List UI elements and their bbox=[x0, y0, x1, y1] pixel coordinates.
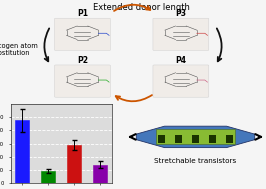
FancyBboxPatch shape bbox=[55, 18, 110, 50]
FancyBboxPatch shape bbox=[55, 65, 110, 97]
FancyArrowPatch shape bbox=[217, 28, 222, 61]
FancyBboxPatch shape bbox=[153, 18, 209, 50]
FancyBboxPatch shape bbox=[192, 141, 199, 143]
FancyBboxPatch shape bbox=[158, 138, 165, 141]
FancyBboxPatch shape bbox=[158, 141, 165, 143]
Text: P2: P2 bbox=[77, 56, 88, 65]
Text: P4: P4 bbox=[175, 56, 186, 65]
Text: P1: P1 bbox=[77, 9, 88, 18]
FancyArrowPatch shape bbox=[114, 5, 150, 11]
FancyBboxPatch shape bbox=[156, 129, 235, 144]
FancyBboxPatch shape bbox=[192, 138, 199, 141]
FancyBboxPatch shape bbox=[209, 135, 216, 138]
Text: Extended donor length: Extended donor length bbox=[93, 3, 189, 12]
FancyArrowPatch shape bbox=[116, 95, 152, 101]
Bar bbox=[41, 171, 55, 183]
FancyBboxPatch shape bbox=[175, 135, 182, 138]
FancyBboxPatch shape bbox=[226, 138, 233, 141]
Text: Chalcogen atom
substitution: Chalcogen atom substitution bbox=[0, 43, 38, 56]
FancyBboxPatch shape bbox=[158, 135, 165, 138]
Bar bbox=[67, 145, 81, 183]
Polygon shape bbox=[136, 126, 255, 148]
FancyBboxPatch shape bbox=[209, 138, 216, 141]
FancyArrowPatch shape bbox=[44, 28, 49, 61]
FancyBboxPatch shape bbox=[226, 141, 233, 143]
FancyBboxPatch shape bbox=[175, 141, 182, 143]
FancyBboxPatch shape bbox=[209, 141, 216, 143]
Text: P3: P3 bbox=[175, 9, 186, 18]
Bar bbox=[93, 165, 107, 183]
FancyBboxPatch shape bbox=[226, 135, 233, 138]
FancyBboxPatch shape bbox=[175, 138, 182, 141]
FancyBboxPatch shape bbox=[153, 65, 209, 97]
Text: Stretchable transistors: Stretchable transistors bbox=[154, 158, 237, 164]
FancyBboxPatch shape bbox=[192, 135, 199, 138]
Bar bbox=[15, 121, 30, 183]
